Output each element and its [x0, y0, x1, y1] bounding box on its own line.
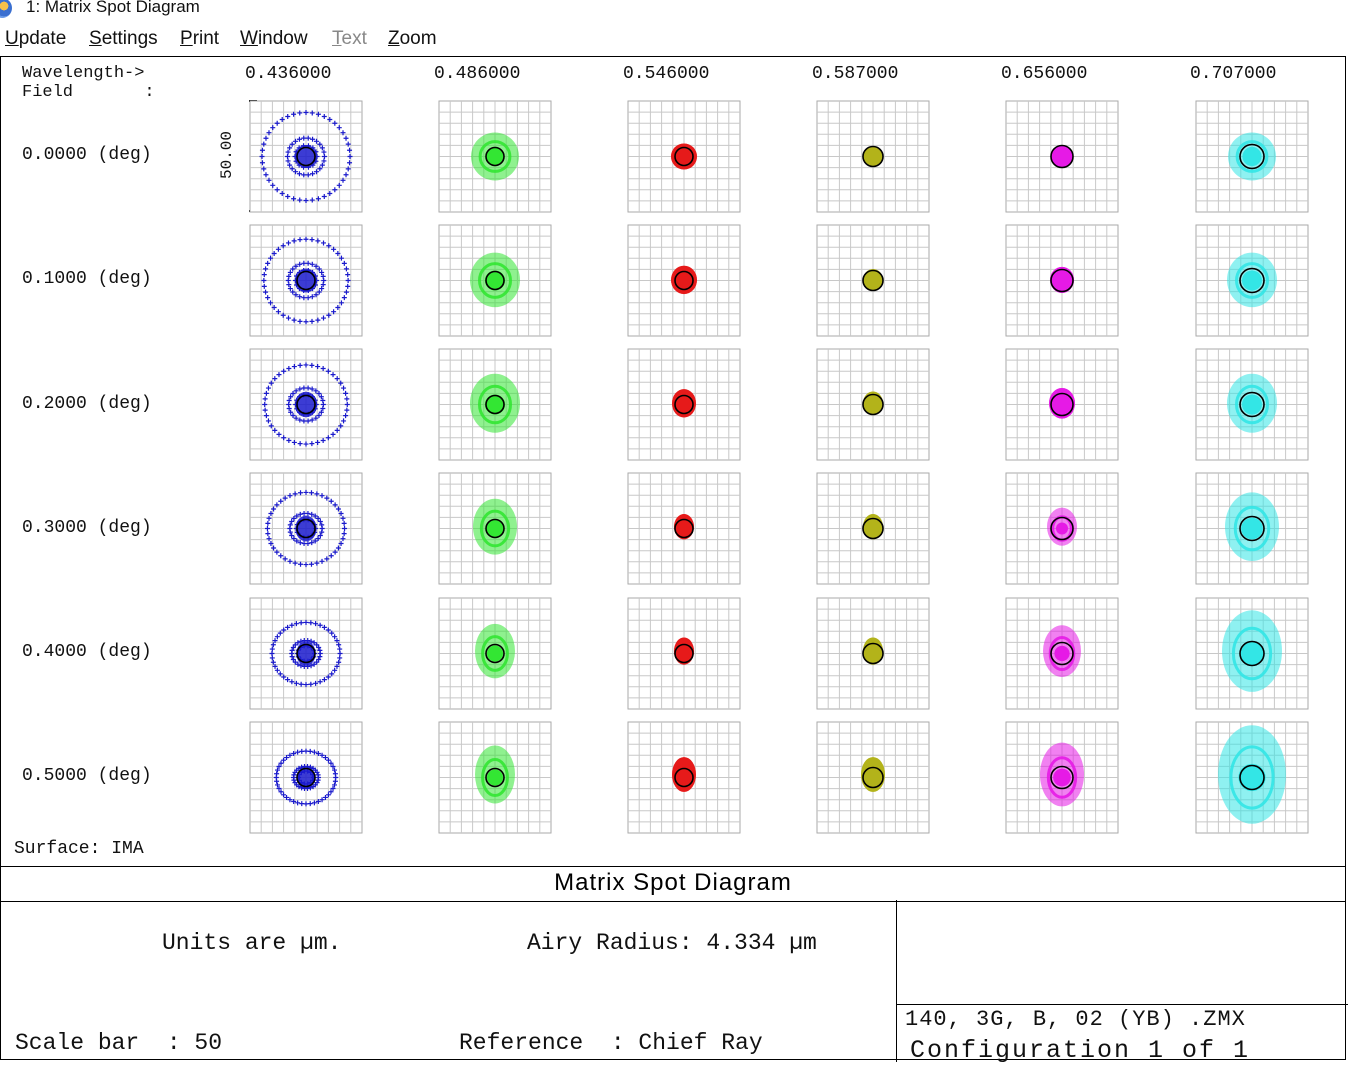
wavelength-header: Wavelength-> [22, 64, 145, 83]
wavelength-label: 0.546000 [623, 64, 710, 84]
airy-radius-text: Airy Radius: 4.334 µm [527, 930, 817, 956]
wavelength-label: 0.656000 [1001, 64, 1088, 84]
wavelength-label: 0.436000 [245, 64, 332, 84]
footer-title: Matrix Spot Diagram [0, 866, 1346, 902]
menu-update[interactable]: Update [5, 28, 67, 49]
menu-text: Text [332, 28, 367, 49]
menu-bar: Update Settings Print Window Text Zoom [0, 24, 1348, 54]
field-label: 0.1000 (deg) [22, 269, 152, 289]
app-icon [0, 0, 12, 18]
scale-bar-label: 50.00 [218, 130, 237, 180]
configuration-text: Configuration 1 of 1 [910, 1036, 1251, 1065]
menu-window[interactable]: Window [240, 28, 308, 49]
menu-settings[interactable]: Settings [89, 28, 158, 49]
wavelength-label: 0.707000 [1190, 64, 1277, 84]
footer-divider [896, 1004, 1348, 1005]
reference-text: Reference : Chief Ray [459, 1030, 763, 1056]
field-label: 0.3000 (deg) [22, 518, 152, 538]
window-title: 1: Matrix Spot Diagram [26, 0, 200, 16]
field-label: 0.4000 (deg) [22, 642, 152, 662]
menu-zoom[interactable]: Zoom [388, 28, 437, 49]
footer-divider [896, 900, 897, 1062]
field-label: 0.0000 (deg) [22, 145, 152, 165]
file-name-text: 140, 3G, B, 02 (YB) .ZMX [905, 1007, 1246, 1032]
field-header: Field : [22, 83, 155, 102]
wavelength-label: 0.486000 [434, 64, 521, 84]
plot-frame [0, 56, 1346, 1060]
field-label: 0.5000 (deg) [22, 766, 152, 786]
wavelength-label: 0.587000 [812, 64, 899, 84]
surface-label: Surface: IMA [14, 839, 144, 859]
scale-bar-text: Scale bar : 50 [15, 1030, 223, 1056]
scale-bar [249, 100, 257, 212]
title-bar: 1: Matrix Spot Diagram [0, 0, 1348, 22]
field-label: 0.2000 (deg) [22, 394, 152, 414]
menu-print[interactable]: Print [180, 28, 220, 49]
units-text: Units are µm. [162, 930, 342, 956]
